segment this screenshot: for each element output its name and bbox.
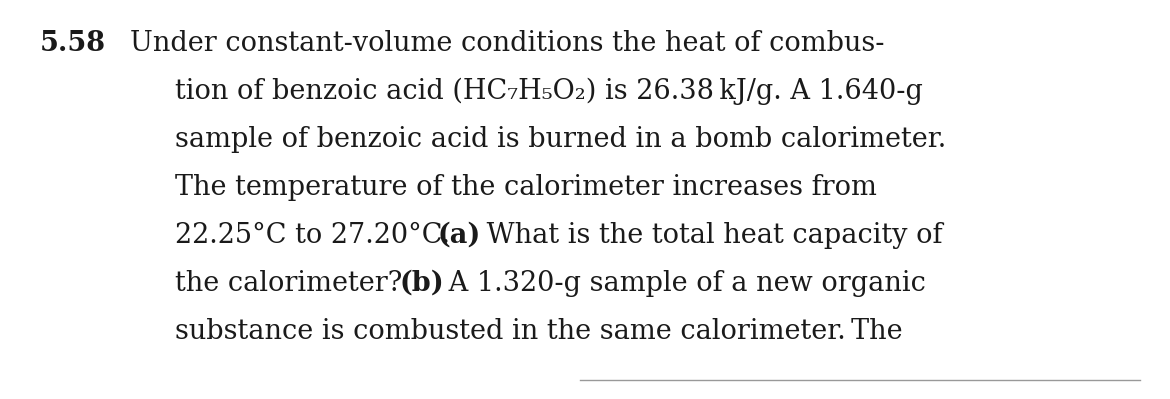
Text: substance is combusted in the same calorimeter. The: substance is combusted in the same calor…: [176, 318, 902, 345]
Text: 22.25°C to 27.20°C.: 22.25°C to 27.20°C.: [176, 222, 455, 249]
Text: What is the total heat capacity of: What is the total heat capacity of: [479, 222, 943, 249]
Text: tion of benzoic acid (HC₇H₅O₂) is 26.38 kJ/g. A 1.640-g: tion of benzoic acid (HC₇H₅O₂) is 26.38 …: [176, 78, 923, 105]
Text: Under constant-volume conditions the heat of combus-: Under constant-volume conditions the hea…: [130, 30, 885, 57]
Text: (b): (b): [400, 270, 445, 297]
Text: sample of benzoic acid is burned in a bomb calorimeter.: sample of benzoic acid is burned in a bo…: [176, 126, 947, 153]
Text: The temperature of the calorimeter increases from: The temperature of the calorimeter incre…: [176, 174, 876, 201]
Text: the calorimeter?: the calorimeter?: [176, 270, 408, 297]
Text: 5.58: 5.58: [40, 30, 106, 57]
Text: A 1.320-g sample of a new organic: A 1.320-g sample of a new organic: [440, 270, 925, 297]
Text: (a): (a): [438, 222, 481, 249]
